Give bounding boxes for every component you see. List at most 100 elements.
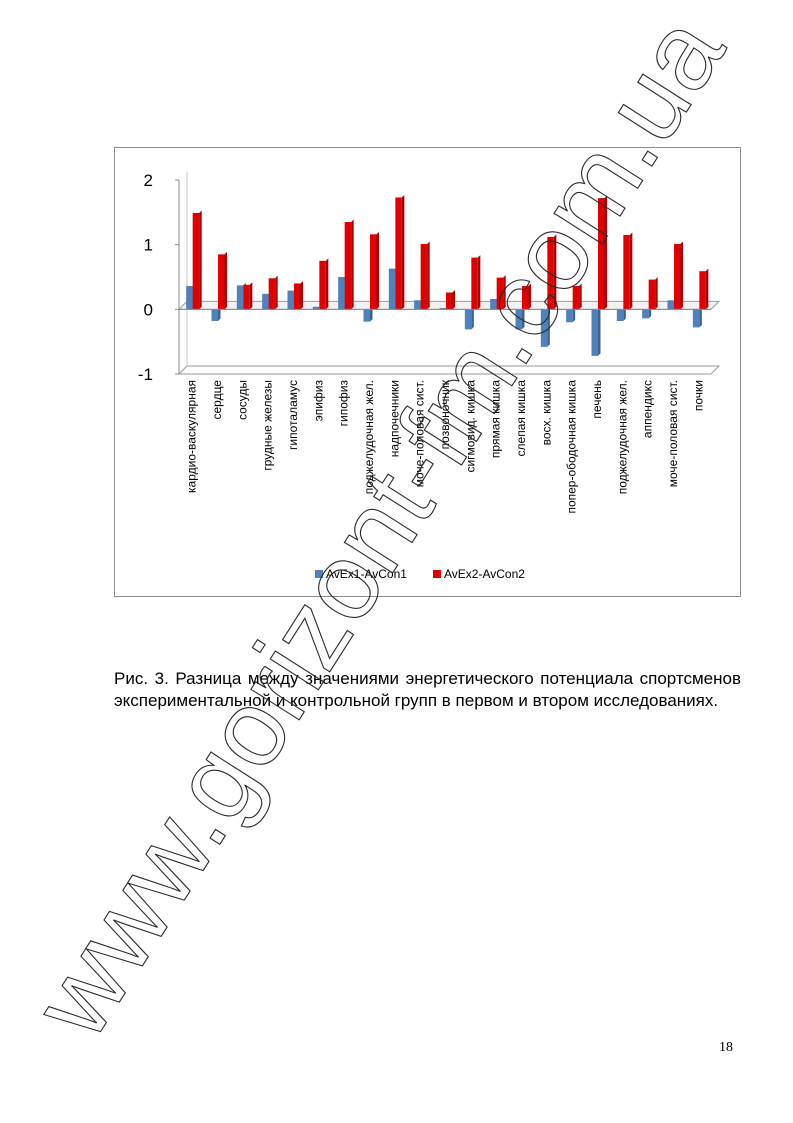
category-label: почки bbox=[691, 380, 705, 411]
bar-side bbox=[218, 306, 221, 321]
bar bbox=[439, 308, 446, 310]
bar bbox=[674, 244, 681, 310]
bar bbox=[218, 254, 225, 310]
bar bbox=[572, 286, 580, 310]
bar bbox=[370, 234, 377, 310]
bar bbox=[319, 260, 326, 310]
category-label: надпочечники bbox=[387, 380, 401, 457]
bar bbox=[395, 197, 402, 310]
bar-side bbox=[547, 306, 550, 347]
bar bbox=[344, 222, 352, 310]
legend-swatch bbox=[433, 570, 441, 578]
bar-side bbox=[629, 232, 633, 310]
bar-side bbox=[471, 306, 474, 330]
figure-caption: Рис. 3. Разница между значениями энергет… bbox=[114, 669, 741, 710]
category-label: грудные железы bbox=[261, 380, 275, 471]
bar bbox=[446, 292, 453, 310]
bar bbox=[388, 268, 396, 310]
category-label: аппендикс bbox=[641, 380, 655, 438]
page-number: 18 bbox=[719, 1040, 733, 1055]
bar-side bbox=[655, 277, 658, 310]
bar bbox=[211, 309, 218, 321]
bar bbox=[338, 277, 345, 310]
category-label: гипоталамус bbox=[286, 380, 300, 450]
bar bbox=[420, 244, 428, 310]
bar bbox=[414, 300, 421, 310]
bar bbox=[262, 293, 269, 310]
bar bbox=[471, 257, 478, 310]
y-tick-label: 0 bbox=[144, 300, 153, 319]
bar-side bbox=[522, 306, 525, 330]
legend-label: AvEx1-AvCon1 bbox=[326, 567, 407, 581]
bar-side bbox=[452, 290, 455, 310]
bar bbox=[464, 309, 472, 330]
category-label: гипофиз bbox=[337, 380, 351, 427]
bar bbox=[192, 212, 200, 310]
bar bbox=[648, 279, 656, 310]
chart-base-outline bbox=[177, 365, 721, 375]
category-label: позвоночник bbox=[438, 379, 452, 449]
category-label: поджелудочная жел. bbox=[362, 380, 376, 494]
bar bbox=[186, 286, 193, 310]
bar bbox=[540, 309, 548, 347]
bar-side bbox=[351, 219, 354, 310]
bar bbox=[363, 309, 370, 322]
category-label: эпифиз bbox=[311, 380, 325, 422]
bar-chart: 2 1 0 -1 кардио-васкулярная сердце сосуды грудн… bbox=[138, 171, 721, 581]
bar-side bbox=[370, 306, 373, 322]
bar bbox=[616, 309, 624, 321]
category-label: сосуды bbox=[235, 380, 249, 420]
bar bbox=[522, 286, 529, 310]
bar-side bbox=[579, 283, 582, 310]
bar bbox=[490, 298, 497, 310]
category-label: попер-ободочная кишка bbox=[565, 380, 579, 514]
category-label: печень bbox=[590, 380, 604, 419]
bar bbox=[287, 290, 294, 310]
y-tick-label: -1 bbox=[138, 365, 153, 384]
bar bbox=[623, 234, 630, 310]
bar-side bbox=[572, 306, 576, 323]
bar-side bbox=[598, 306, 601, 356]
category-label: поджелудочная жел. bbox=[615, 380, 629, 494]
bar-side bbox=[680, 241, 683, 310]
bar bbox=[591, 309, 598, 356]
bar bbox=[515, 309, 522, 330]
legend-label: AvEx2-AvCon2 bbox=[444, 567, 525, 581]
bar bbox=[699, 271, 706, 310]
bar-side bbox=[275, 275, 278, 310]
category-label: моче-половая сист. bbox=[666, 380, 680, 487]
bar bbox=[496, 277, 504, 310]
bar bbox=[667, 300, 674, 310]
category-label: слепая кишка bbox=[514, 380, 528, 457]
bar-side bbox=[199, 210, 202, 310]
bar bbox=[312, 306, 320, 310]
bar-side bbox=[477, 255, 481, 310]
bar-side bbox=[503, 275, 506, 310]
chart: 2 1 0 -1 кардио-васкулярная сердце сосуды грудн… bbox=[114, 147, 741, 597]
bar-side bbox=[699, 306, 702, 328]
category-label: сигмовид. кишка bbox=[463, 380, 477, 473]
bar-side bbox=[224, 251, 227, 310]
category-label: восх. кишка bbox=[539, 380, 553, 446]
bar-side bbox=[427, 241, 430, 310]
bar bbox=[294, 283, 301, 310]
category-label: кардио-васкулярная bbox=[185, 380, 199, 493]
y-tick-label: 2 bbox=[144, 171, 153, 190]
bar-side bbox=[623, 306, 626, 321]
bar-side bbox=[300, 280, 303, 310]
bar bbox=[566, 309, 573, 323]
legend-swatch bbox=[315, 570, 323, 578]
y-tick-label: 1 bbox=[144, 236, 153, 255]
bar bbox=[642, 309, 649, 319]
bar-side bbox=[604, 195, 607, 310]
category-label: моче-половая сист. bbox=[413, 380, 427, 487]
bar-side bbox=[249, 282, 253, 310]
bar bbox=[547, 236, 554, 310]
bar-side bbox=[528, 283, 531, 310]
category-label: сердце bbox=[210, 380, 224, 420]
bar bbox=[692, 309, 700, 328]
bar-side bbox=[401, 194, 405, 310]
bar-side bbox=[325, 258, 329, 310]
bar bbox=[236, 285, 244, 310]
category-label: прямая кишка bbox=[489, 380, 503, 458]
